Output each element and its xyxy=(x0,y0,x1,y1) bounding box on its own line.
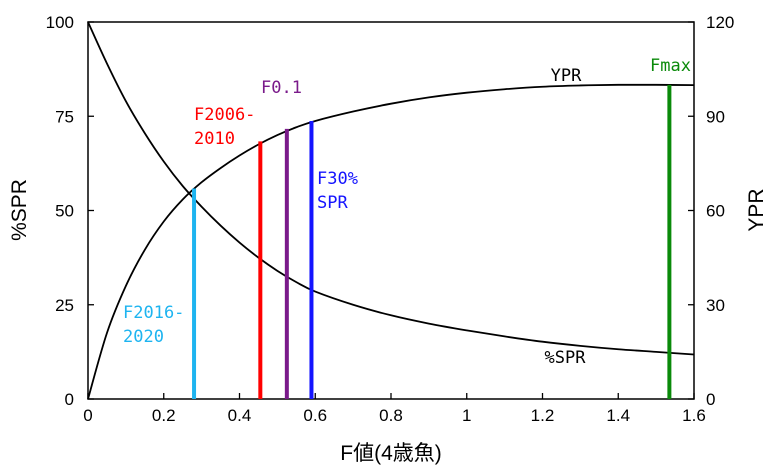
ref-line-label: F2016- xyxy=(123,303,184,323)
x-tick-label: 0 xyxy=(83,406,92,425)
y-right-tick-label: 60 xyxy=(706,202,725,221)
reference-lines-group: F2016- 2020 F2006- 2010 F0.1 F30% SPR Fmax xyxy=(123,56,691,399)
series-line-ypr xyxy=(87,83,695,400)
y-left-axis-label: %SPR xyxy=(8,179,31,241)
ref-line-label: 2020 xyxy=(123,327,164,347)
ref-line-label: F30% xyxy=(317,169,358,189)
ref-line-label: Fmax xyxy=(650,56,691,76)
y-right-tick-label: 0 xyxy=(706,390,715,409)
ref-line-label: F2006- xyxy=(194,105,255,125)
curve-label-pct-spr: %SPR xyxy=(545,348,587,368)
x-tick-label: 1.4 xyxy=(606,406,630,425)
x-tick-label: 0.2 xyxy=(152,406,176,425)
x-tick-label: 0.8 xyxy=(379,406,403,425)
plot-area xyxy=(87,21,695,400)
y-right-axis-label: YPR xyxy=(745,188,768,231)
y-right-tick-label: 90 xyxy=(706,107,725,126)
series-line-pct-spr xyxy=(87,21,695,356)
x-tick-label: 1.2 xyxy=(531,406,555,425)
y-right-axis-ticks: 0 30 60 90 120 xyxy=(688,13,734,409)
x-axis-ticks: 0 0.2 0.4 0.6 0.8 1 1.2 1.4 1.6 xyxy=(83,393,706,425)
y-left-tick-label: 50 xyxy=(55,202,74,221)
x-tick-label: 0.6 xyxy=(303,406,327,425)
series-group: YPR %SPR xyxy=(87,21,695,400)
ref-line-label: SPR xyxy=(317,193,348,213)
x-tick-label: 0.4 xyxy=(228,406,252,425)
x-tick-label: 1.6 xyxy=(682,406,706,425)
ref-line-label: 2010 xyxy=(194,129,235,149)
y-left-tick-label: 25 xyxy=(55,296,74,315)
y-right-tick-label: 120 xyxy=(706,13,734,32)
x-tick-label: 1 xyxy=(462,406,471,425)
y-left-tick-label: 75 xyxy=(55,107,74,126)
y-left-axis-ticks: 0 25 50 75 100 xyxy=(46,13,94,409)
curve-label-ypr: YPR xyxy=(551,66,582,86)
y-left-tick-label: 0 xyxy=(65,390,74,409)
y-right-tick-label: 30 xyxy=(706,296,725,315)
ref-line-label: F0.1 xyxy=(261,78,302,98)
x-axis-label: F値(4歳魚) xyxy=(340,442,442,465)
y-left-tick-label: 100 xyxy=(46,13,74,32)
